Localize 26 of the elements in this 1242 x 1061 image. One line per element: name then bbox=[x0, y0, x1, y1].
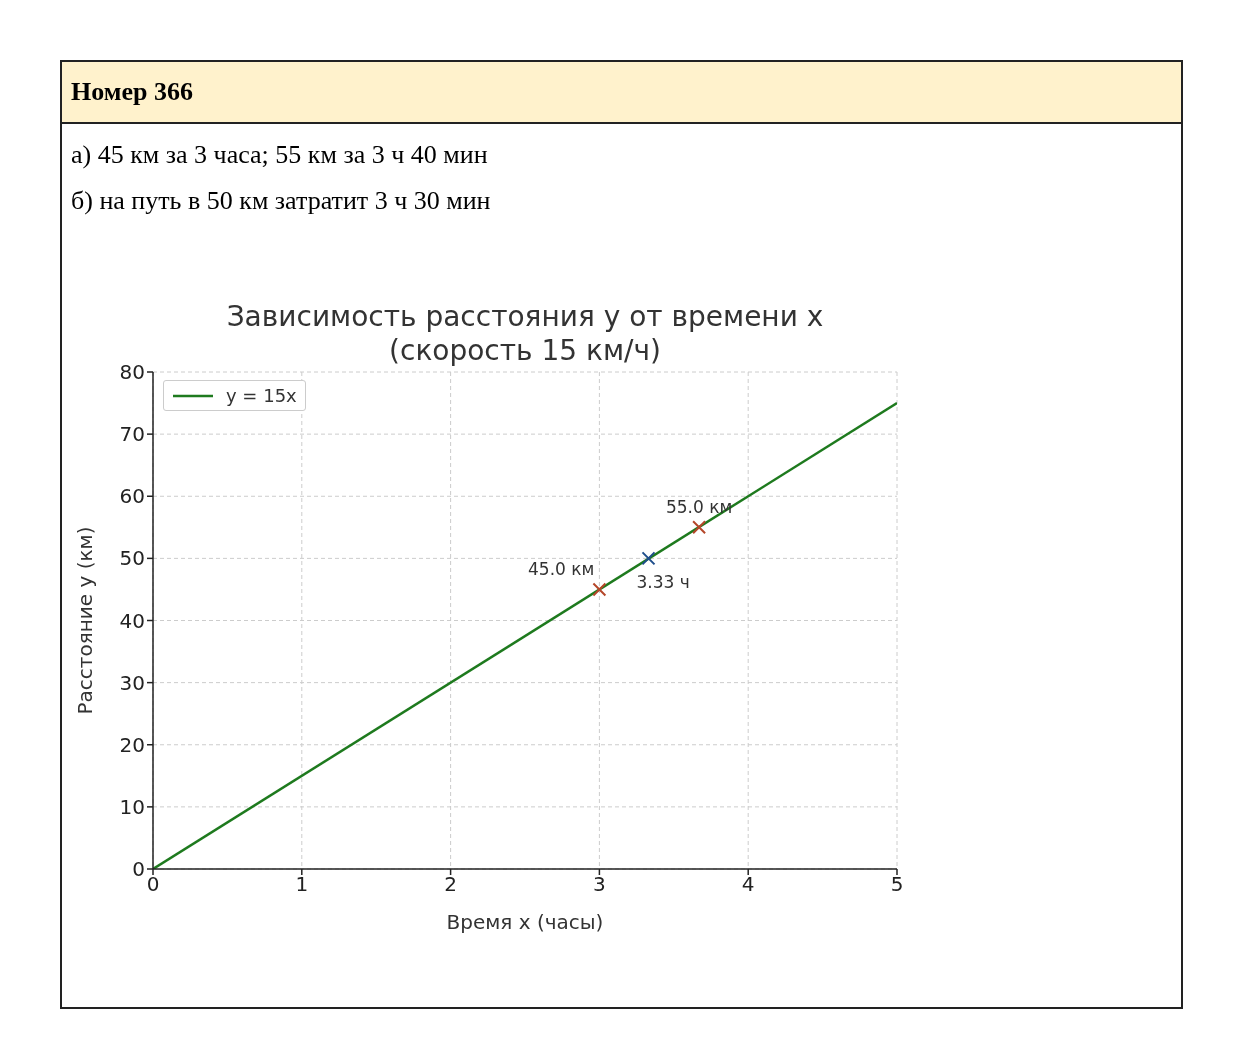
y-tick-label: 30 bbox=[119, 670, 145, 695]
annotation: 55.0 км bbox=[665, 497, 733, 518]
y-tick-label: 10 bbox=[119, 794, 145, 819]
text: а) 45 км за 3 часа; 55 км за 3 ч 40 мин bbox=[70, 140, 489, 170]
text: б) на путь в 50 км затратит 3 ч 30 мин bbox=[70, 186, 492, 216]
y-tick-label: 20 bbox=[119, 732, 145, 757]
legend-label: y = 15x bbox=[226, 385, 297, 406]
point bbox=[692, 520, 707, 535]
x-tick-label: 1 bbox=[295, 872, 309, 897]
point bbox=[641, 551, 656, 566]
annotation: 3.33 ч bbox=[636, 572, 690, 593]
x-axis-title: Время x (часы) bbox=[446, 910, 604, 934]
y-tick-label: 50 bbox=[119, 546, 145, 571]
y-tick-label: 60 bbox=[119, 484, 145, 509]
annotation: 45.0 км bbox=[528, 559, 595, 580]
point bbox=[592, 582, 607, 597]
y-tick-label: 80 bbox=[119, 360, 145, 385]
x-tick-label: 5 bbox=[890, 872, 904, 897]
x-tick-label: 4 bbox=[741, 872, 755, 897]
y-tick-label: 70 bbox=[119, 422, 145, 447]
y-tick-label: 40 bbox=[119, 608, 145, 633]
x-tick-label: 3 bbox=[593, 872, 606, 897]
chart-title: Зависимость расстояния y от времени x (скорость 15 км/ч) bbox=[226, 300, 824, 367]
text: Номер 366 bbox=[62, 62, 1181, 124]
x-tick-label: 2 bbox=[444, 872, 457, 897]
y-axis-title: Расстояние y (км) bbox=[73, 526, 98, 715]
